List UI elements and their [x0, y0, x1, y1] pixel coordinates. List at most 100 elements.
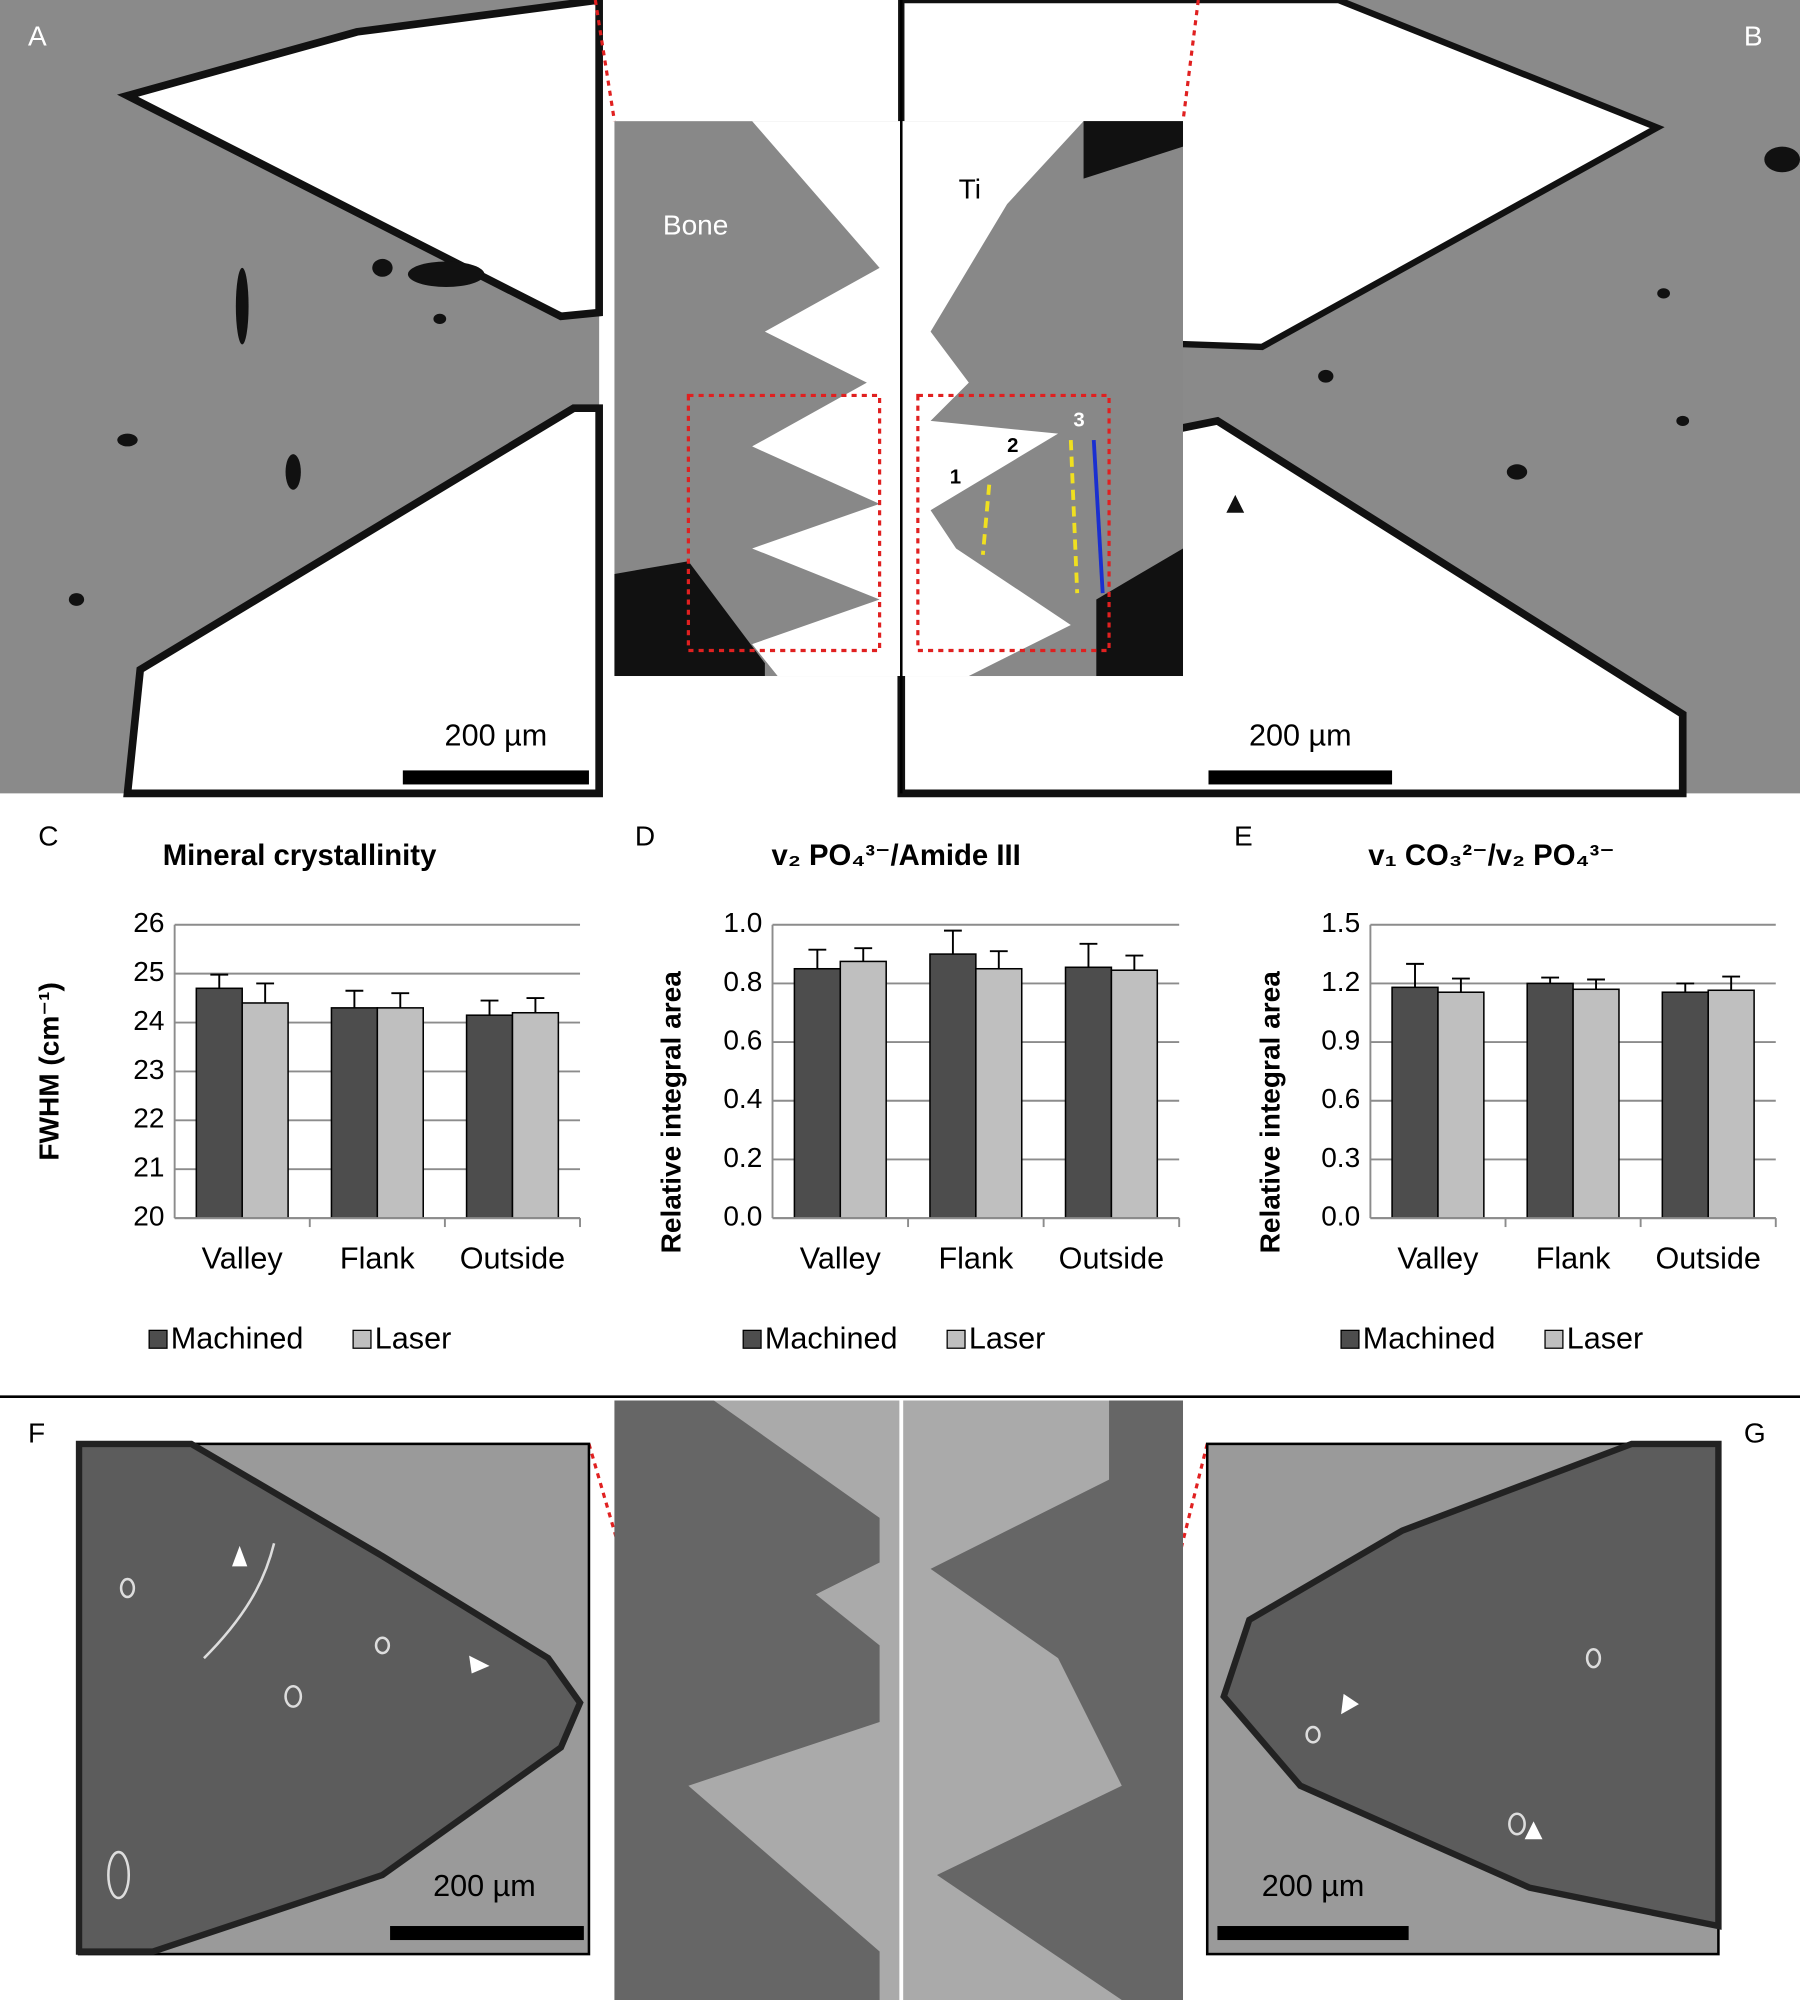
- y-axis-label: FWHM (cm⁻¹): [33, 982, 64, 1160]
- error-bar: [1406, 962, 1424, 988]
- legend-swatch: [352, 1329, 372, 1349]
- y-tick-label: 0.8: [723, 966, 762, 997]
- scale-label: 200 µm: [433, 1869, 536, 1903]
- bar: [1661, 991, 1709, 1219]
- panel-label: F: [28, 1417, 45, 1448]
- panel-label: B: [1744, 21, 1763, 52]
- error-bar: [943, 929, 962, 955]
- x-tick-label: Valley: [202, 1241, 284, 1275]
- y-tick-label: 25: [133, 956, 164, 987]
- legend-swatch: [1544, 1329, 1564, 1349]
- micrograph-f: [75, 1440, 591, 1956]
- y-tick-label: 21: [133, 1152, 164, 1183]
- legend-label: Machined: [171, 1322, 304, 1356]
- legend-swatch: [742, 1329, 762, 1349]
- bar: [1437, 991, 1485, 1219]
- legend-swatch: [148, 1329, 168, 1349]
- bar: [195, 987, 243, 1219]
- x-tick-label: Flank: [340, 1241, 415, 1275]
- y-tick-label: 23: [133, 1054, 164, 1085]
- legend-label: Laser: [375, 1322, 452, 1356]
- y-tick-label: 24: [133, 1005, 164, 1036]
- x-tick-label: Flank: [1536, 1241, 1611, 1275]
- bar: [241, 1002, 289, 1219]
- error-bar: [1079, 942, 1098, 968]
- error-bar: [854, 947, 873, 962]
- y-tick-label: 1.2: [1321, 966, 1360, 997]
- y-tick-label: 0.3: [1321, 1142, 1360, 1173]
- error-bar: [989, 950, 1008, 969]
- y-axis-label: Relative integral area: [655, 971, 686, 1254]
- y-tick-label: 0.4: [723, 1083, 762, 1114]
- legend-label: Laser: [969, 1322, 1046, 1356]
- y-tick-label: 0.6: [723, 1024, 762, 1055]
- bar: [1391, 986, 1439, 1219]
- error-bar: [480, 999, 499, 1016]
- bar: [793, 967, 842, 1219]
- x-tick-label: Outside: [460, 1241, 565, 1275]
- scale-bar: [1217, 1926, 1409, 1941]
- x-tick-label: Outside: [1656, 1241, 1761, 1275]
- inset-label: Bone: [663, 209, 728, 240]
- bar: [975, 967, 1023, 1219]
- scale-label: 200 µm: [445, 718, 548, 752]
- chart-title: v₁ CO₃²⁻/v₂ PO₄³⁻: [1368, 839, 1614, 872]
- scale-bar: [390, 1926, 584, 1941]
- error-bar: [391, 992, 410, 1008]
- bar: [1064, 966, 1113, 1219]
- error-bar: [1676, 982, 1695, 993]
- y-tick-label: 22: [133, 1103, 164, 1134]
- x-tick-label: Valley: [1397, 1241, 1479, 1275]
- error-bar: [526, 997, 545, 1013]
- error-bar: [1587, 978, 1605, 990]
- line-label: 2: [1007, 435, 1018, 457]
- y-tick-label: 1.5: [1321, 907, 1360, 938]
- micrograph-g: [1205, 1440, 1722, 1956]
- error-bar: [1125, 954, 1144, 971]
- bar: [929, 953, 977, 1219]
- error-bar: [808, 948, 827, 969]
- y-tick-label: 0.0: [723, 1201, 762, 1232]
- y-tick-label: 20: [133, 1201, 164, 1232]
- y-tick-label: 1.0: [723, 907, 762, 938]
- micrograph-a: [0, 0, 603, 798]
- y-tick-label: 0.2: [723, 1142, 762, 1173]
- error-bar: [256, 982, 275, 1003]
- bar: [511, 1011, 560, 1219]
- inset-top-right: [901, 121, 1184, 677]
- y-axis-label: Relative integral area: [1255, 971, 1286, 1254]
- chart-title: Mineral crystallinity: [163, 839, 437, 872]
- inset-top-left: [614, 121, 902, 677]
- panel-label: A: [28, 21, 47, 52]
- chart-title: v₂ PO₄³⁻/Amide III: [772, 839, 1021, 872]
- panel-label: E: [1234, 820, 1253, 851]
- error-bar: [345, 989, 364, 1008]
- line-label: 3: [1073, 409, 1084, 431]
- scale-bar: [402, 770, 589, 785]
- error-bar: [1451, 977, 1470, 993]
- x-tick-label: Valley: [800, 1241, 882, 1275]
- y-tick-label: 0.6: [1321, 1083, 1360, 1114]
- x-tick-label: Flank: [938, 1241, 1013, 1275]
- legend-label: Machined: [1363, 1322, 1496, 1356]
- legend-label: Machined: [765, 1322, 898, 1356]
- y-tick-label: 26: [133, 907, 164, 938]
- bar: [1110, 969, 1159, 1219]
- scale-label: 200 µm: [1262, 1869, 1365, 1903]
- inset-label: Ti: [959, 174, 981, 205]
- bar: [839, 960, 887, 1219]
- bar: [330, 1007, 379, 1219]
- bar: [465, 1014, 514, 1219]
- panel-label: D: [635, 820, 655, 851]
- x-tick-label: Outside: [1059, 1241, 1164, 1275]
- bar: [1572, 988, 1620, 1219]
- panel-label: G: [1744, 1417, 1766, 1448]
- bar: [1707, 989, 1755, 1219]
- inset-bottom: [614, 1400, 1184, 2000]
- legend-swatch: [946, 1329, 966, 1349]
- legend-label: Laser: [1567, 1322, 1644, 1356]
- error-bar: [1722, 975, 1741, 991]
- error-bar: [1541, 976, 1560, 984]
